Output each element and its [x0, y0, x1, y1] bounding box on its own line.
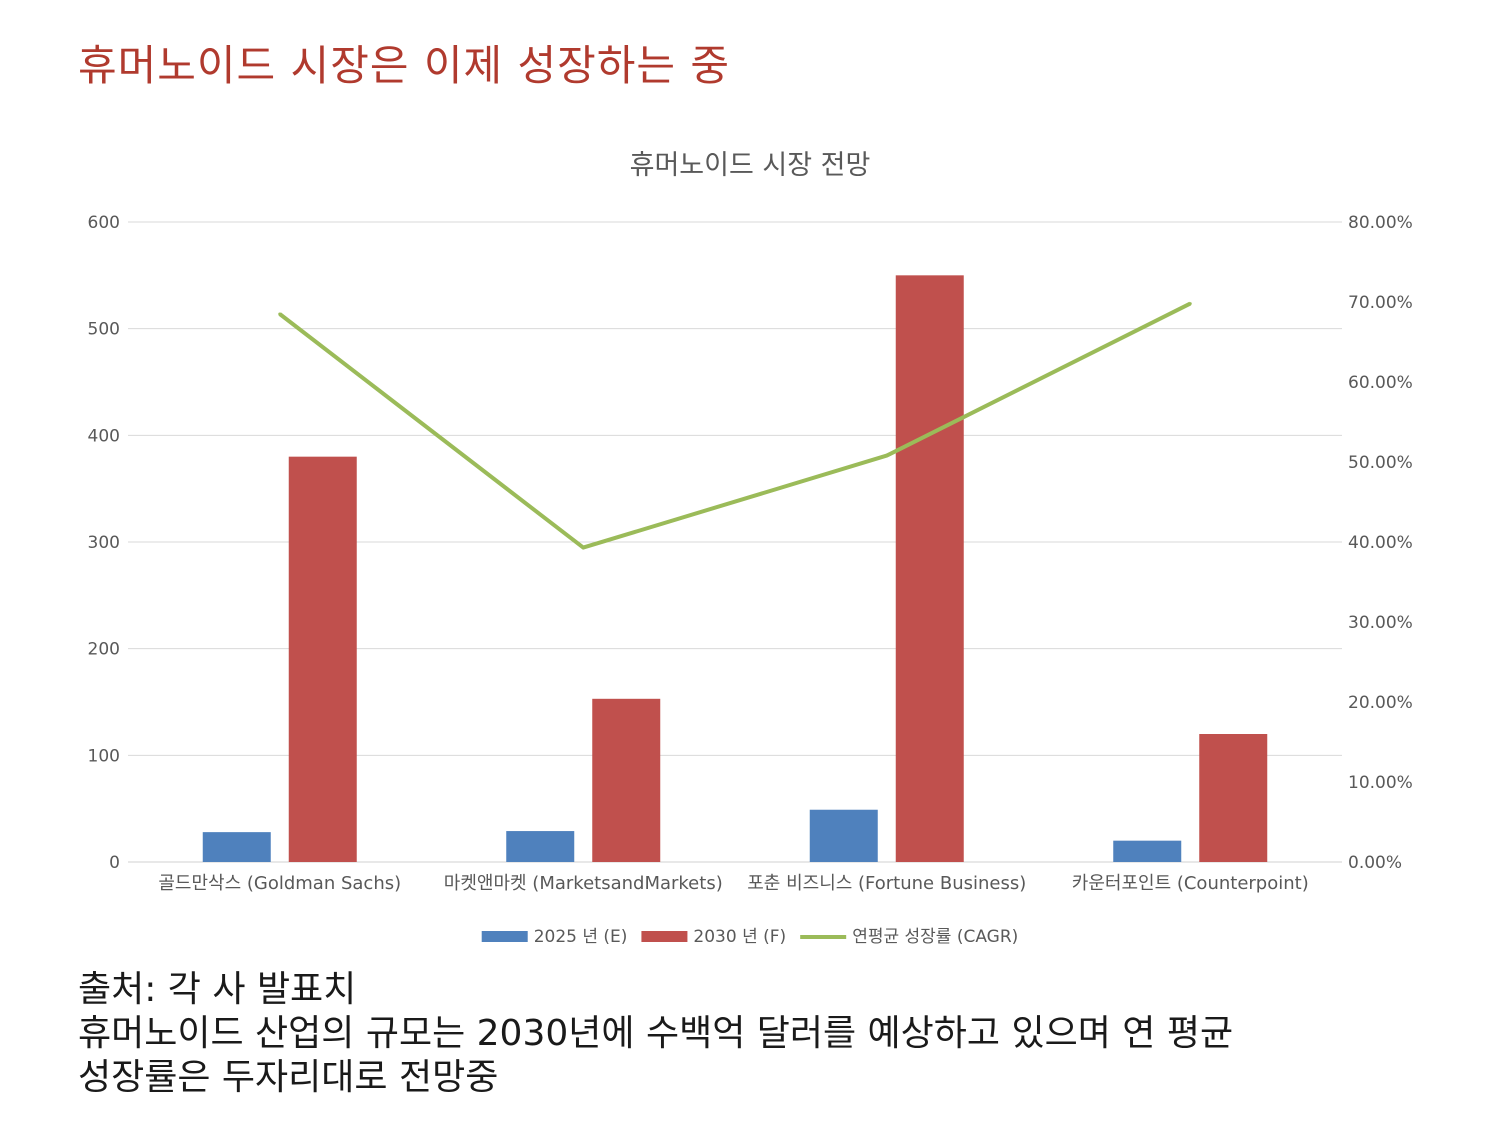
- legend-label: 연평균 성장률 (CAGR): [852, 927, 1018, 947]
- bar-2025-1: [506, 831, 575, 862]
- cagr-point: [1188, 302, 1192, 306]
- legend-swatch: [481, 931, 528, 942]
- right-tick-label: 80.00%: [1348, 213, 1413, 233]
- left-tick-label: 0: [109, 853, 120, 873]
- left-axis-ticks: 600 500 400 300 200 100 0: [88, 213, 120, 873]
- footer-notes: 출처: 각 사 발표치 휴머노이드 산업의 규모는 2030년에 수백억 달러를…: [78, 968, 1478, 1100]
- right-tick-label: 0.00%: [1348, 853, 1402, 873]
- left-tick-label: 600: [88, 213, 120, 233]
- left-tick-label: 100: [88, 746, 120, 766]
- category-label: 마켓앤마켓 (MarketsandMarkets): [444, 873, 723, 894]
- cagr-point: [581, 546, 585, 550]
- bar-series: [202, 275, 1268, 862]
- cagr-line-series: [278, 301, 1192, 550]
- cagr-point: [278, 312, 282, 316]
- right-tick-label: 40.00%: [1348, 533, 1413, 553]
- right-tick-label: 20.00%: [1348, 693, 1413, 713]
- bar-2025-0: [202, 832, 271, 862]
- legend-label: 2030 년 (F): [693, 927, 786, 947]
- legend-item: 2025 년 (E): [481, 927, 628, 947]
- category-label: 포춘 비즈니스 (Fortune Business): [747, 873, 1026, 894]
- legend: 2025 년 (E) 2030 년 (F) 연평균 성장률 (CAGR): [481, 927, 1018, 947]
- category-label: 카운터포인트 (Counterpoint): [1072, 873, 1309, 894]
- summary-line-1: 휴머노이드 산업의 규모는 2030년에 수백억 달러를 예상하고 있으며 연 …: [78, 1013, 1234, 1054]
- right-axis-ticks: 80.00% 70.00% 60.00% 50.00% 40.00% 30.00% 20.0…: [1348, 213, 1413, 873]
- cagr-point: [885, 454, 889, 458]
- market-forecast-chart: 휴머노이드 시장 전망 600 500 400 300 200 100 0 80.00% 70…: [88, 150, 1413, 947]
- left-tick-label: 300: [88, 533, 120, 553]
- slide-title: 휴머노이드 시장은 이제 성장하는 중: [78, 41, 731, 90]
- cagr-line: [278, 301, 1192, 550]
- bar-2030-1: [592, 698, 661, 862]
- bar-2025-2: [809, 809, 878, 862]
- left-tick-label: 200: [88, 640, 120, 660]
- legend-item: 2030 년 (F): [641, 927, 786, 947]
- right-tick-label: 50.00%: [1348, 453, 1413, 473]
- right-tick-label: 60.00%: [1348, 373, 1413, 393]
- left-tick-label: 500: [88, 320, 120, 340]
- bar-2025-3: [1113, 840, 1182, 862]
- chart-title: 휴머노이드 시장 전망: [630, 150, 871, 181]
- legend-swatch: [641, 931, 688, 942]
- category-label: 골드만삭스 (Goldman Sachs): [158, 873, 401, 894]
- source-note: 출처: 각 사 발표치: [78, 969, 357, 1010]
- left-tick-label: 400: [88, 426, 120, 446]
- right-tick-label: 70.00%: [1348, 293, 1413, 313]
- bar-2030-0: [288, 456, 357, 862]
- legend-item: 연평균 성장률 (CAGR): [800, 927, 1018, 947]
- right-tick-label: 10.00%: [1348, 773, 1413, 793]
- summary-line-2: 성장률은 두자리대로 전망중: [78, 1057, 499, 1098]
- bar-2030-2: [895, 275, 964, 862]
- category-labels: 골드만삭스 (Goldman Sachs) 마켓앤마켓 (MarketsandMa…: [158, 873, 1308, 894]
- bar-2030-3: [1199, 734, 1268, 862]
- legend-label: 2025 년 (E): [534, 927, 628, 947]
- right-tick-label: 30.00%: [1348, 613, 1413, 633]
